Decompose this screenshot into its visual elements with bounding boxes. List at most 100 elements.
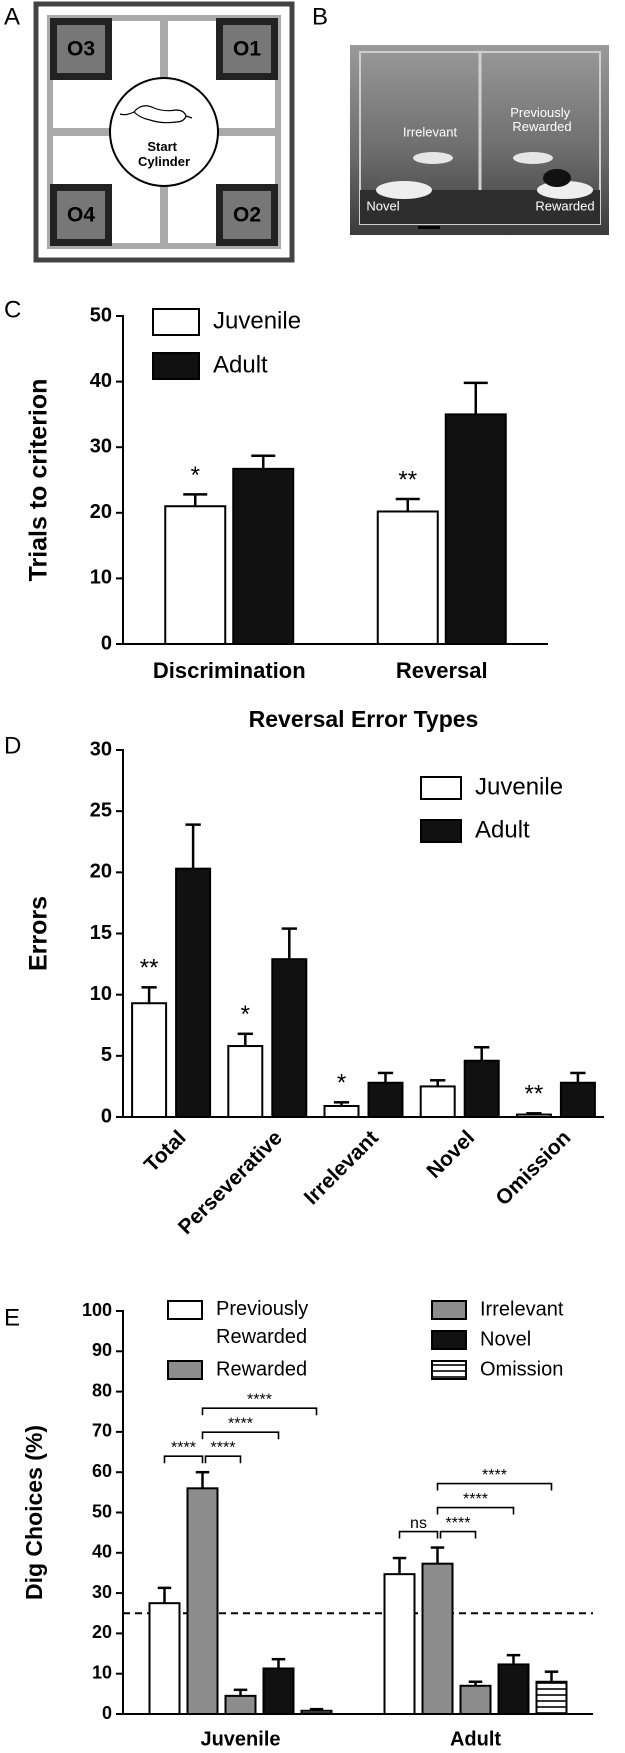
bar (421, 1562, 454, 1716)
photo-label: Irrelevant (403, 124, 458, 139)
object-fill (223, 191, 271, 239)
comparison-label: ns (410, 1515, 427, 1532)
object-fill (223, 25, 271, 73)
object-box: O1 (216, 18, 278, 80)
panel-letter: A (4, 3, 20, 30)
object-fill (57, 191, 105, 239)
x-tick-label: Discrimination (153, 658, 306, 683)
photo-scale-bar (418, 226, 440, 229)
y-tick-label: 40 (92, 1542, 112, 1562)
bar (262, 1667, 295, 1716)
legend-swatch (431, 1330, 467, 1350)
object-fill (57, 25, 105, 73)
x-tick-label: Adult (450, 1728, 501, 1750)
x-tick-label: Perseverative (174, 1126, 287, 1239)
bar (164, 505, 227, 645)
y-tick-label: 30 (90, 738, 112, 760)
panel-letter: D (4, 732, 21, 759)
y-tick-label: 10 (90, 983, 112, 1005)
y-tick-label: 5 (101, 1044, 112, 1066)
bar (227, 1045, 264, 1118)
comparison-label: **** (482, 1467, 507, 1484)
photo-label: Rewarded (535, 198, 594, 213)
bar (271, 958, 308, 1118)
legend-swatch (431, 1360, 467, 1380)
photo-mouse (543, 169, 571, 187)
comparison-bracket (201, 1431, 280, 1440)
bar (131, 1002, 168, 1118)
bar (376, 510, 439, 645)
y-axis-label: Trials to criterion (25, 379, 53, 582)
comparison-bracket (398, 1530, 439, 1539)
y-tick-label: 70 (92, 1421, 112, 1441)
y-tick-label: 25 (90, 799, 112, 821)
legend-swatch (152, 352, 200, 380)
legend-label: Juvenile (213, 307, 301, 334)
significance-label: * (337, 1070, 346, 1097)
y-tick-label: 10 (90, 567, 112, 589)
bar (186, 1487, 219, 1715)
bar (463, 1059, 500, 1119)
y-tick-label: 90 (92, 1340, 112, 1360)
y-tick-label: 30 (92, 1582, 112, 1602)
panel-letter: E (4, 1304, 20, 1331)
comparison-label: **** (247, 1391, 272, 1408)
bar-chart: C Trials to criterion 0 10 20 30 40 50 Discrimin… (4, 296, 548, 683)
legend-label: Rewarded (216, 1358, 307, 1380)
y-tick-label: 20 (92, 1622, 112, 1642)
center-label: Start Cylinder (138, 139, 190, 169)
photo-label: Previously Rewarded (510, 105, 574, 134)
legend-label: Novel (480, 1328, 531, 1350)
legend-swatch (152, 308, 200, 336)
x-tick-label: Juvenile (200, 1728, 280, 1750)
panel-letter: B (312, 3, 328, 30)
significance-label: * (191, 462, 200, 489)
comparison-bracket (436, 1506, 515, 1515)
photo-bowl (413, 152, 453, 164)
y-tick-label: 20 (90, 501, 112, 523)
y-tick-label: 10 (92, 1662, 112, 1682)
arena-photo: B Irrelevant Previously Rewarded Novel R… (312, 3, 609, 235)
bar (232, 467, 295, 645)
comparison-bracket (163, 1455, 204, 1464)
comparison-bracket (436, 1482, 553, 1491)
legend-swatch (431, 1300, 467, 1320)
y-axis-label: Dig Choices (%) (21, 1425, 47, 1600)
arena-diagram: A O3 O1 O4 O2 Start Cylinder (4, 1, 295, 263)
bar (444, 413, 507, 645)
legend-label: Adult (475, 816, 530, 843)
object-box: O3 (50, 18, 112, 80)
legend-swatch (420, 776, 462, 800)
comparison-bracket (204, 1455, 242, 1464)
bar (175, 867, 212, 1118)
legend-swatch (167, 1360, 203, 1380)
y-tick-label: 60 (92, 1461, 112, 1481)
comparison-label: **** (211, 1439, 236, 1456)
bar (383, 1573, 416, 1716)
comparison-bracket (439, 1530, 477, 1539)
bar (300, 1709, 333, 1716)
y-axis-label: Errors (25, 896, 53, 971)
x-tick-label: Total (140, 1126, 191, 1177)
legend-label: Omission (480, 1358, 563, 1380)
comparison-label: **** (171, 1439, 196, 1456)
y-tick-label: 0 (101, 1105, 112, 1127)
y-tick-label: 0 (102, 1703, 112, 1723)
significance-label: ** (140, 955, 159, 982)
y-tick-label: 40 (90, 370, 112, 392)
photo-bowl (376, 181, 432, 199)
y-tick-label: 50 (92, 1501, 112, 1521)
photo-label: Novel (366, 198, 399, 213)
y-tick-label: 80 (92, 1380, 112, 1400)
bar (367, 1081, 404, 1119)
legend-label: Irrelevant (480, 1298, 564, 1320)
y-tick-label: 30 (90, 435, 112, 457)
object-label: O2 (233, 204, 261, 227)
bar (559, 1081, 596, 1119)
mouse-icon (119, 105, 193, 124)
bar-chart: E Dig Choices (%) 0 10 20 30 40 50 60 70 80 90 100 Ju… (4, 1298, 593, 1750)
object-label: O3 (67, 38, 95, 61)
x-tick-label: Novel (422, 1126, 479, 1183)
comparison-bracket (201, 1407, 318, 1416)
x-tick-label: Omission (491, 1126, 575, 1210)
